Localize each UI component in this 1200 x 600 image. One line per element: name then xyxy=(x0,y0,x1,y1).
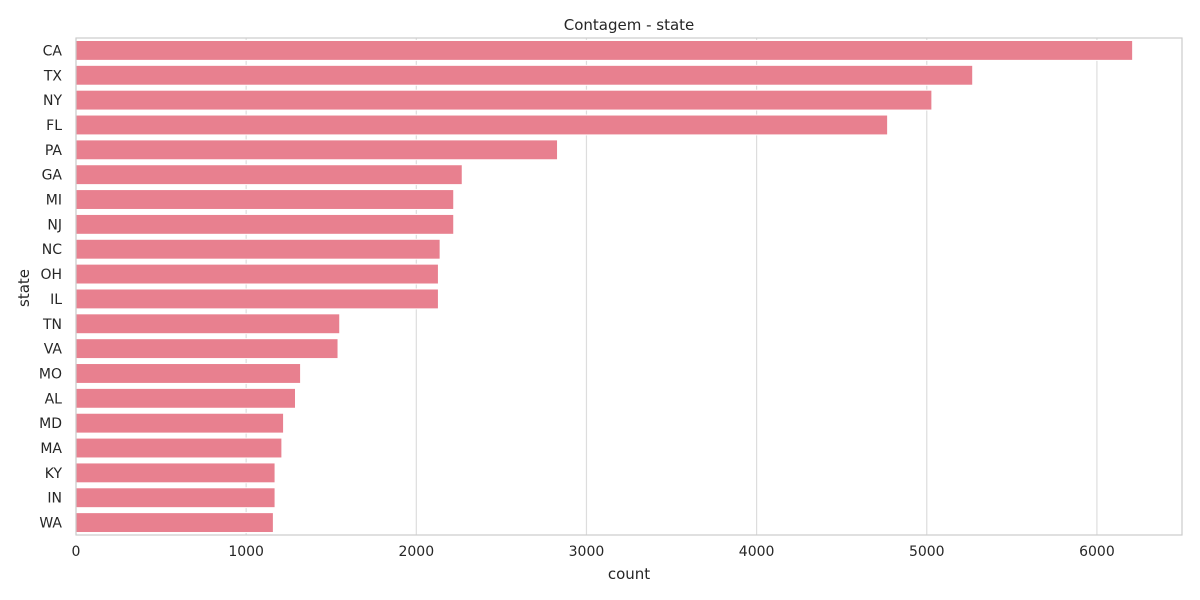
bar-mo xyxy=(75,363,302,384)
bar-il xyxy=(75,288,439,310)
y-tick-label: NJ xyxy=(47,217,62,233)
bar-nj xyxy=(75,213,455,235)
x-tick-label: 4000 xyxy=(739,544,775,560)
y-tick-label: PA xyxy=(45,143,63,159)
y-tick-label: VA xyxy=(44,342,63,358)
bar-ny xyxy=(75,89,933,111)
y-tick-label: IL xyxy=(50,292,62,308)
y-tick-label: MD xyxy=(39,416,62,432)
bar-oh xyxy=(75,263,439,285)
y-axis-label: state xyxy=(15,269,33,307)
x-tick-label: 3000 xyxy=(569,544,605,560)
x-tick-label: 6000 xyxy=(1079,544,1115,560)
bar-md xyxy=(75,412,285,434)
bar-ga xyxy=(75,164,463,186)
bar-pa xyxy=(75,139,559,161)
y-tick-label: KY xyxy=(45,466,63,482)
bar-tn xyxy=(75,313,341,335)
y-tick-label: MO xyxy=(39,366,62,382)
y-tick-label: NY xyxy=(43,93,62,109)
bar-mi xyxy=(75,189,455,210)
bar-ca xyxy=(75,39,1134,61)
bar-tx xyxy=(75,64,974,86)
y-tick-label: CA xyxy=(43,43,63,59)
bar-wa xyxy=(75,512,274,534)
y-tick-label: TN xyxy=(42,317,62,333)
x-tick-label: 1000 xyxy=(228,544,264,560)
y-tick-label: OH xyxy=(40,267,62,283)
plot-frame xyxy=(75,37,1183,536)
bar-fl xyxy=(75,114,889,136)
bars xyxy=(75,39,1134,534)
bar-ma xyxy=(75,437,283,459)
y-tick-label: NC xyxy=(42,242,62,258)
chart-title: Contagem - state xyxy=(564,16,695,34)
y-tick-label: WA xyxy=(39,516,62,532)
bar-ky xyxy=(75,462,276,484)
y-tick-label: MA xyxy=(40,441,62,457)
y-tick-label: IN xyxy=(47,491,62,507)
x-tick-label: 5000 xyxy=(909,544,945,560)
y-tick-label: AL xyxy=(45,391,63,407)
x-axis-label: count xyxy=(608,565,650,583)
y-tick-label: TX xyxy=(43,68,63,84)
x-tick-label: 0 xyxy=(72,544,81,560)
grid-lines xyxy=(75,38,1098,535)
x-tick-label: 2000 xyxy=(398,544,434,560)
bar-va xyxy=(75,338,339,360)
bar-in xyxy=(75,487,276,509)
x-tick-labels: 0 1000 2000 3000 4000 5000 6000 xyxy=(72,544,1115,560)
y-tick-label: GA xyxy=(42,168,63,184)
y-tick-label: FL xyxy=(46,118,62,134)
y-tick-label: MI xyxy=(46,193,62,209)
bar-al xyxy=(75,387,296,409)
bar-nc xyxy=(75,238,441,260)
y-tick-labels: CA TX NY FL PA GA MI NJ NC OH IL TN VA MO AL MD MA KY IN WA xyxy=(39,43,63,531)
